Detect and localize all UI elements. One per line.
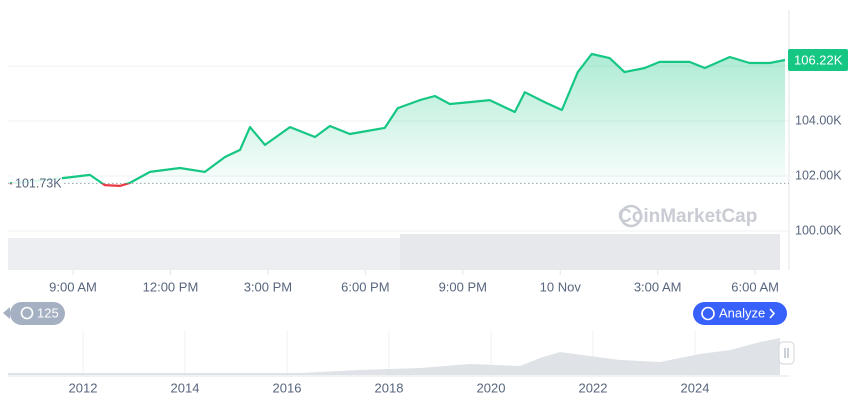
navigator-handle[interactable]	[778, 341, 795, 365]
navigator-year: 2018	[375, 380, 404, 395]
navigator-year: 2012	[69, 380, 98, 395]
history-count: 125	[37, 305, 59, 320]
history-icon	[20, 306, 34, 320]
area	[10, 54, 785, 186]
navigator-year: 2020	[477, 380, 506, 395]
x-tick-label: 9:00 AM	[49, 279, 97, 294]
start-label-bg	[12, 174, 62, 193]
watermark-logo	[619, 204, 643, 228]
price-line	[9, 52, 786, 187]
x-tick-label: 9:00 PM	[439, 279, 487, 294]
analyze-icon	[701, 306, 715, 321]
analyze-button[interactable]	[693, 302, 787, 325]
x-tick-label: 3:00 PM	[244, 279, 292, 294]
x-tick-label: 10 Nov	[540, 279, 582, 294]
analyze-chevron	[769, 308, 776, 319]
y-tick-label: 102.00K	[795, 168, 842, 182]
navigator-year: 2024	[681, 380, 710, 395]
start-price-label: 101.73K	[15, 177, 62, 191]
y-tick-label: 100.00K	[795, 223, 842, 237]
y-tick-label: 104.00K	[795, 113, 842, 127]
x-tick-label: 12:00 PM	[143, 279, 199, 294]
volume-band	[400, 234, 780, 270]
x-tick-label: 6:00 AM	[731, 279, 779, 294]
navigator-year: 2016	[273, 380, 302, 395]
badge-pointer	[3, 307, 10, 319]
analyze-label: Analyze	[719, 305, 765, 320]
x-tick-label: 6:00 PM	[341, 279, 389, 294]
navigator-year: 2014	[171, 380, 200, 395]
x-tick-label: 3:00 AM	[634, 279, 682, 294]
navigator-year: 2022	[579, 380, 608, 395]
navigator-area	[8, 338, 780, 375]
current-price-label: 106.22K	[794, 52, 843, 67]
current-price-badge	[788, 49, 848, 72]
watermark: CoinMarketCap	[618, 206, 757, 227]
